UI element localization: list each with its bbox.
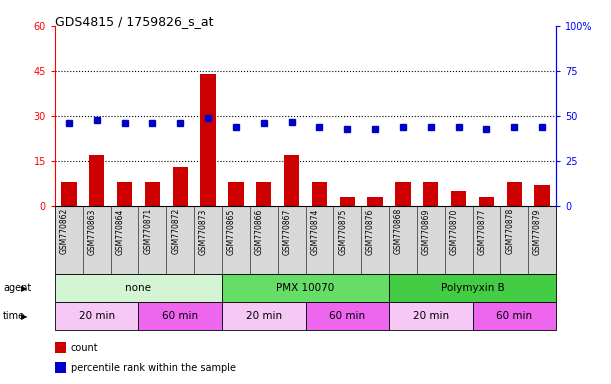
Text: GSM770875: GSM770875 [338,208,347,255]
Bar [89,155,104,206]
Bar [451,191,466,206]
Text: GSM770863: GSM770863 [88,208,97,255]
Bar [535,185,550,206]
Text: ▶: ▶ [21,312,28,321]
Text: GSM770866: GSM770866 [255,208,264,255]
Bar [229,182,244,206]
Text: GSM770868: GSM770868 [394,208,403,255]
Text: 60 min: 60 min [496,311,532,321]
Bar [145,182,160,206]
Bar [256,182,271,206]
Text: GSM770877: GSM770877 [477,208,486,255]
Text: 20 min: 20 min [79,311,115,321]
Bar [395,182,411,206]
Text: GSM770870: GSM770870 [450,208,459,255]
Text: count: count [71,343,98,353]
Text: GSM770865: GSM770865 [227,208,236,255]
Bar [423,182,439,206]
Text: GSM770874: GSM770874 [310,208,320,255]
Text: GSM770864: GSM770864 [115,208,125,255]
Bar [367,197,382,206]
Bar [117,182,132,206]
Bar [479,197,494,206]
Bar [172,167,188,206]
Text: none: none [125,283,152,293]
Text: 60 min: 60 min [162,311,199,321]
Text: 60 min: 60 min [329,311,365,321]
Text: Polymyxin B: Polymyxin B [441,283,505,293]
Text: GSM770862: GSM770862 [60,208,69,255]
Bar [340,197,355,206]
Text: GSM770867: GSM770867 [282,208,291,255]
Bar [507,182,522,206]
Text: percentile rank within the sample: percentile rank within the sample [71,362,236,372]
Bar [312,182,327,206]
Text: GSM770871: GSM770871 [144,208,152,255]
Text: GSM770878: GSM770878 [505,208,514,255]
Text: 20 min: 20 min [246,311,282,321]
Bar [61,182,76,206]
Text: GDS4815 / 1759826_s_at: GDS4815 / 1759826_s_at [55,15,213,28]
Text: GSM770873: GSM770873 [199,208,208,255]
Text: time: time [3,311,25,321]
Bar [284,155,299,206]
Text: GSM770876: GSM770876 [366,208,375,255]
Text: GSM770869: GSM770869 [422,208,431,255]
Text: PMX 10070: PMX 10070 [276,283,335,293]
Text: GSM770872: GSM770872 [171,208,180,255]
Text: ▶: ▶ [21,284,28,293]
Text: 20 min: 20 min [412,311,449,321]
Text: GSM770879: GSM770879 [533,208,542,255]
Text: agent: agent [3,283,31,293]
Bar [200,74,216,206]
